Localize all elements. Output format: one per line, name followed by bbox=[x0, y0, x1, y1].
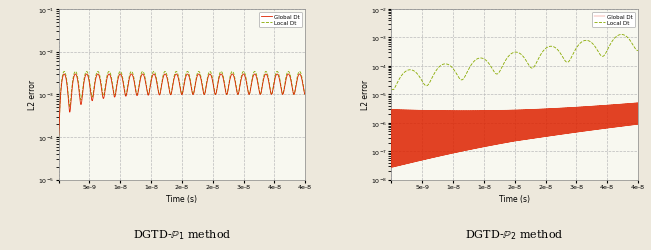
Line: Local Dt: Local Dt bbox=[59, 72, 305, 144]
Global Dt bbox=[273, 73, 281, 76]
Line: Global Dt: Global Dt bbox=[391, 103, 638, 168]
Local Dt bbox=[538, 53, 546, 56]
Global Dt bbox=[144, 94, 152, 97]
Local Dt bbox=[55, 142, 62, 146]
Local Dt bbox=[67, 96, 75, 100]
Global Dt bbox=[301, 94, 309, 96]
Global Dt bbox=[212, 94, 219, 96]
Local Dt bbox=[301, 94, 309, 96]
Local Dt bbox=[634, 50, 642, 53]
Local Dt bbox=[238, 75, 245, 78]
Global Dt bbox=[424, 158, 432, 161]
Global Dt bbox=[67, 100, 75, 103]
Local Dt bbox=[273, 71, 281, 74]
Global Dt bbox=[538, 122, 546, 124]
Global Dt bbox=[238, 78, 245, 80]
Local Dt bbox=[251, 71, 258, 74]
Y-axis label: L2 error: L2 error bbox=[361, 80, 370, 110]
Local Dt bbox=[424, 84, 432, 87]
Global Dt bbox=[55, 136, 62, 139]
Y-axis label: L2 error: L2 error bbox=[28, 80, 37, 110]
Local Dt bbox=[212, 93, 219, 96]
Text: DGTD-$\mathbb{P}_1$ method: DGTD-$\mathbb{P}_1$ method bbox=[133, 228, 231, 241]
Local Dt bbox=[451, 71, 459, 74]
Legend: Global Dt, Local Dt: Global Dt, Local Dt bbox=[592, 13, 635, 28]
Text: DGTD-$\mathbb{P}_2$ method: DGTD-$\mathbb{P}_2$ method bbox=[465, 228, 564, 241]
Global Dt bbox=[634, 124, 642, 126]
Global Dt bbox=[514, 122, 521, 126]
Global Dt bbox=[251, 73, 258, 76]
Local Dt bbox=[518, 54, 525, 57]
Local Dt bbox=[144, 93, 152, 96]
X-axis label: Time (s): Time (s) bbox=[499, 195, 530, 204]
Global Dt bbox=[400, 109, 408, 112]
Local Dt bbox=[390, 89, 398, 92]
Line: Local Dt: Local Dt bbox=[391, 35, 638, 90]
Global Dt bbox=[634, 102, 642, 105]
Local Dt bbox=[387, 88, 395, 92]
Global Dt bbox=[387, 166, 395, 170]
Local Dt bbox=[201, 93, 208, 96]
Global Dt bbox=[451, 121, 459, 124]
Local Dt bbox=[618, 34, 626, 37]
Global Dt bbox=[201, 94, 208, 96]
Legend: Global Dt, Local Dt: Global Dt, Local Dt bbox=[259, 13, 302, 28]
X-axis label: Time (s): Time (s) bbox=[167, 195, 197, 204]
Line: Global Dt: Global Dt bbox=[59, 75, 305, 138]
Local Dt bbox=[400, 72, 408, 74]
Global Dt bbox=[518, 115, 525, 118]
Local Dt bbox=[514, 52, 521, 55]
